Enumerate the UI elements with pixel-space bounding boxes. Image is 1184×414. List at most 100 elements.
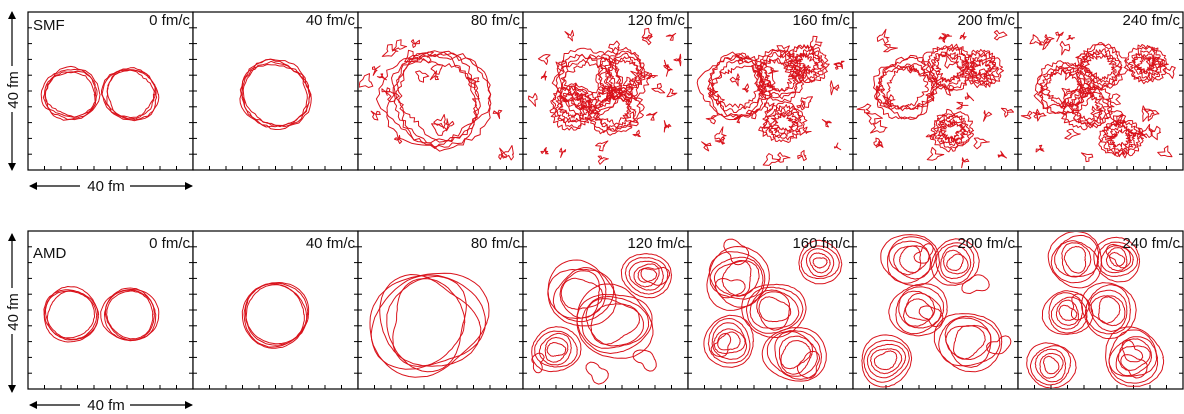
density-contour — [930, 47, 969, 87]
panel-smf-3 — [522, 11, 689, 171]
vertical-scale-amd: 40 fm — [4, 233, 22, 393]
density-contour — [646, 72, 658, 79]
density-contour — [796, 100, 805, 111]
density-contour — [1058, 304, 1078, 321]
density-contour — [433, 114, 446, 129]
density-contour — [812, 257, 828, 269]
density-contour — [780, 340, 811, 370]
density-contour — [833, 63, 843, 70]
density-contour — [549, 82, 597, 131]
density-contour — [1093, 236, 1141, 283]
density-contour — [664, 64, 673, 77]
density-contour — [873, 56, 941, 120]
density-contour — [783, 44, 830, 84]
density-contour — [761, 327, 827, 382]
density-contour — [1139, 123, 1154, 138]
density-contour — [630, 70, 647, 86]
density-contour — [574, 88, 589, 101]
density-contour — [875, 140, 884, 148]
density-contour — [1112, 114, 1127, 128]
density-contour — [620, 253, 673, 299]
time-label: 40 fm/c — [306, 235, 356, 252]
density-contour — [963, 51, 1000, 86]
density-contour — [555, 59, 568, 72]
density-contour — [713, 328, 746, 355]
density-contour — [42, 70, 98, 118]
density-contour — [617, 86, 637, 99]
density-contour — [391, 52, 481, 152]
density-contour — [1063, 245, 1087, 274]
density-contour — [969, 58, 995, 81]
density-contour — [1059, 40, 1071, 56]
density-contour — [597, 155, 609, 165]
density-contour — [1060, 82, 1115, 131]
density-contour — [997, 150, 1007, 159]
density-contour — [877, 66, 935, 110]
horizontal-scale-label: 40 fm — [87, 397, 125, 414]
panel-smf-4 — [687, 11, 854, 171]
density-contour — [873, 350, 898, 371]
density-contour — [554, 91, 593, 124]
density-contour — [1105, 243, 1132, 269]
density-contour — [944, 55, 957, 69]
density-contour — [799, 126, 812, 136]
density-contour — [632, 349, 657, 372]
time-label: 40 fm/c — [306, 12, 356, 29]
density-contour — [563, 54, 616, 110]
density-contour — [1090, 295, 1126, 327]
density-contour — [1050, 296, 1084, 330]
density-contour — [359, 73, 374, 88]
vertical-scale-smf: 40 fm — [4, 11, 22, 171]
density-contour — [758, 296, 792, 323]
density-contour — [705, 115, 718, 125]
density-contour — [622, 76, 635, 86]
density-contour — [865, 112, 883, 125]
vertical-scale-label: 40 fm — [5, 71, 22, 109]
density-contour — [762, 153, 781, 166]
density-contour — [933, 313, 1003, 373]
density-contour — [711, 322, 747, 360]
density-contour — [966, 53, 997, 84]
density-contour — [1146, 59, 1157, 71]
density-contour — [538, 332, 572, 366]
density-contour — [941, 84, 955, 96]
density-contour — [1043, 355, 1060, 375]
contour-group — [241, 282, 310, 349]
density-contour — [763, 102, 775, 114]
density-contour — [926, 146, 945, 161]
density-contour — [1073, 91, 1102, 122]
density-contour — [768, 67, 779, 75]
density-contour — [715, 278, 746, 299]
density-contour — [741, 283, 807, 338]
density-contour — [101, 69, 158, 120]
density-contour — [770, 111, 799, 135]
density-contour — [1105, 247, 1128, 272]
contour-group — [43, 286, 160, 343]
density-contour — [559, 147, 567, 158]
density-contour — [953, 325, 986, 360]
density-contour — [882, 94, 896, 108]
density-contour — [902, 292, 936, 327]
density-contour — [703, 314, 754, 368]
density-contour — [1133, 49, 1162, 80]
density-contour — [585, 298, 644, 347]
density-contour — [568, 82, 577, 90]
density-contour — [1062, 67, 1075, 81]
panel-smf-6 — [1017, 11, 1184, 171]
density-contour — [106, 290, 154, 340]
density-contour — [673, 53, 682, 67]
density-contour — [941, 33, 953, 41]
panel-smf-5 — [852, 11, 1019, 171]
density-contour — [930, 108, 975, 153]
density-contour — [43, 286, 99, 343]
horizontal-scale-label: 40 fm — [87, 178, 125, 195]
contour-group — [369, 272, 490, 378]
density-contour — [581, 296, 650, 349]
density-contour — [381, 87, 391, 96]
density-contour — [558, 55, 621, 112]
density-contour — [745, 108, 760, 120]
density-contour — [883, 44, 898, 53]
density-contour — [1130, 131, 1138, 139]
density-contour — [395, 58, 478, 143]
density-contour — [1104, 122, 1137, 155]
